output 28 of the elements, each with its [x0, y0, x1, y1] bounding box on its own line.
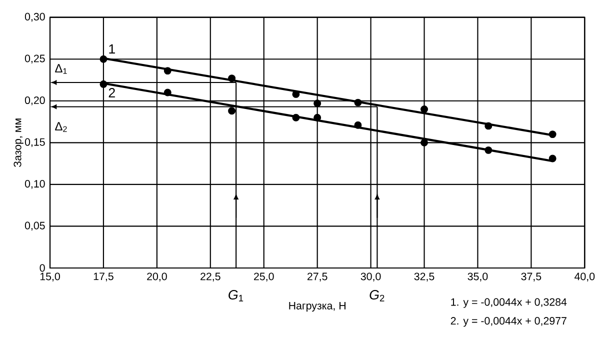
x-tick-label: 22,5 [200, 272, 220, 282]
x-tick-label: 20,0 [147, 272, 167, 282]
series-label: 2 [108, 88, 115, 98]
y-tick-label: 0,25 [24, 54, 45, 64]
x-axis-title: Нагрузка, Н [289, 302, 346, 312]
x-tick-label: 35,0 [468, 272, 488, 282]
y-tick-label: 0,10 [24, 180, 45, 189]
legend-label: Δ$_{2}$ [55, 122, 67, 132]
text: 1. y = -0,0044x + 0,3284 [451, 298, 567, 308]
y-tick-label: 0 [40, 264, 45, 272]
x-tick-label: 27,5 [307, 272, 328, 282]
y-tick-label: 0,05 [24, 222, 45, 231]
series-label: 1 [109, 44, 115, 54]
y-tick-label: 0,30 [24, 12, 45, 22]
y-tick-label: 0,15 [24, 138, 45, 148]
x-tick-label: 40,0 [574, 272, 595, 282]
ref-line-label: G$_{2}$ [370, 290, 384, 302]
ref-line-label: G$_{1}$ [228, 290, 244, 302]
x-tick-label: 25,0 [254, 272, 274, 282]
x-tick-label: 30,0 [360, 272, 381, 282]
x-tick-label: 15,0 [40, 272, 60, 282]
ref-line-label: Δ$_{1}$ [55, 64, 67, 74]
y-tick-label: 0,20 [24, 96, 45, 106]
y-axis-title: Зазор, мм [14, 118, 24, 168]
x-tick-label: 17,5 [94, 272, 114, 282]
x-tick-label: 37,5 [521, 272, 542, 282]
x-tick-label: 32,5 [414, 272, 434, 282]
text: 2. y = -0,0044x + 0,2977 [450, 317, 566, 327]
